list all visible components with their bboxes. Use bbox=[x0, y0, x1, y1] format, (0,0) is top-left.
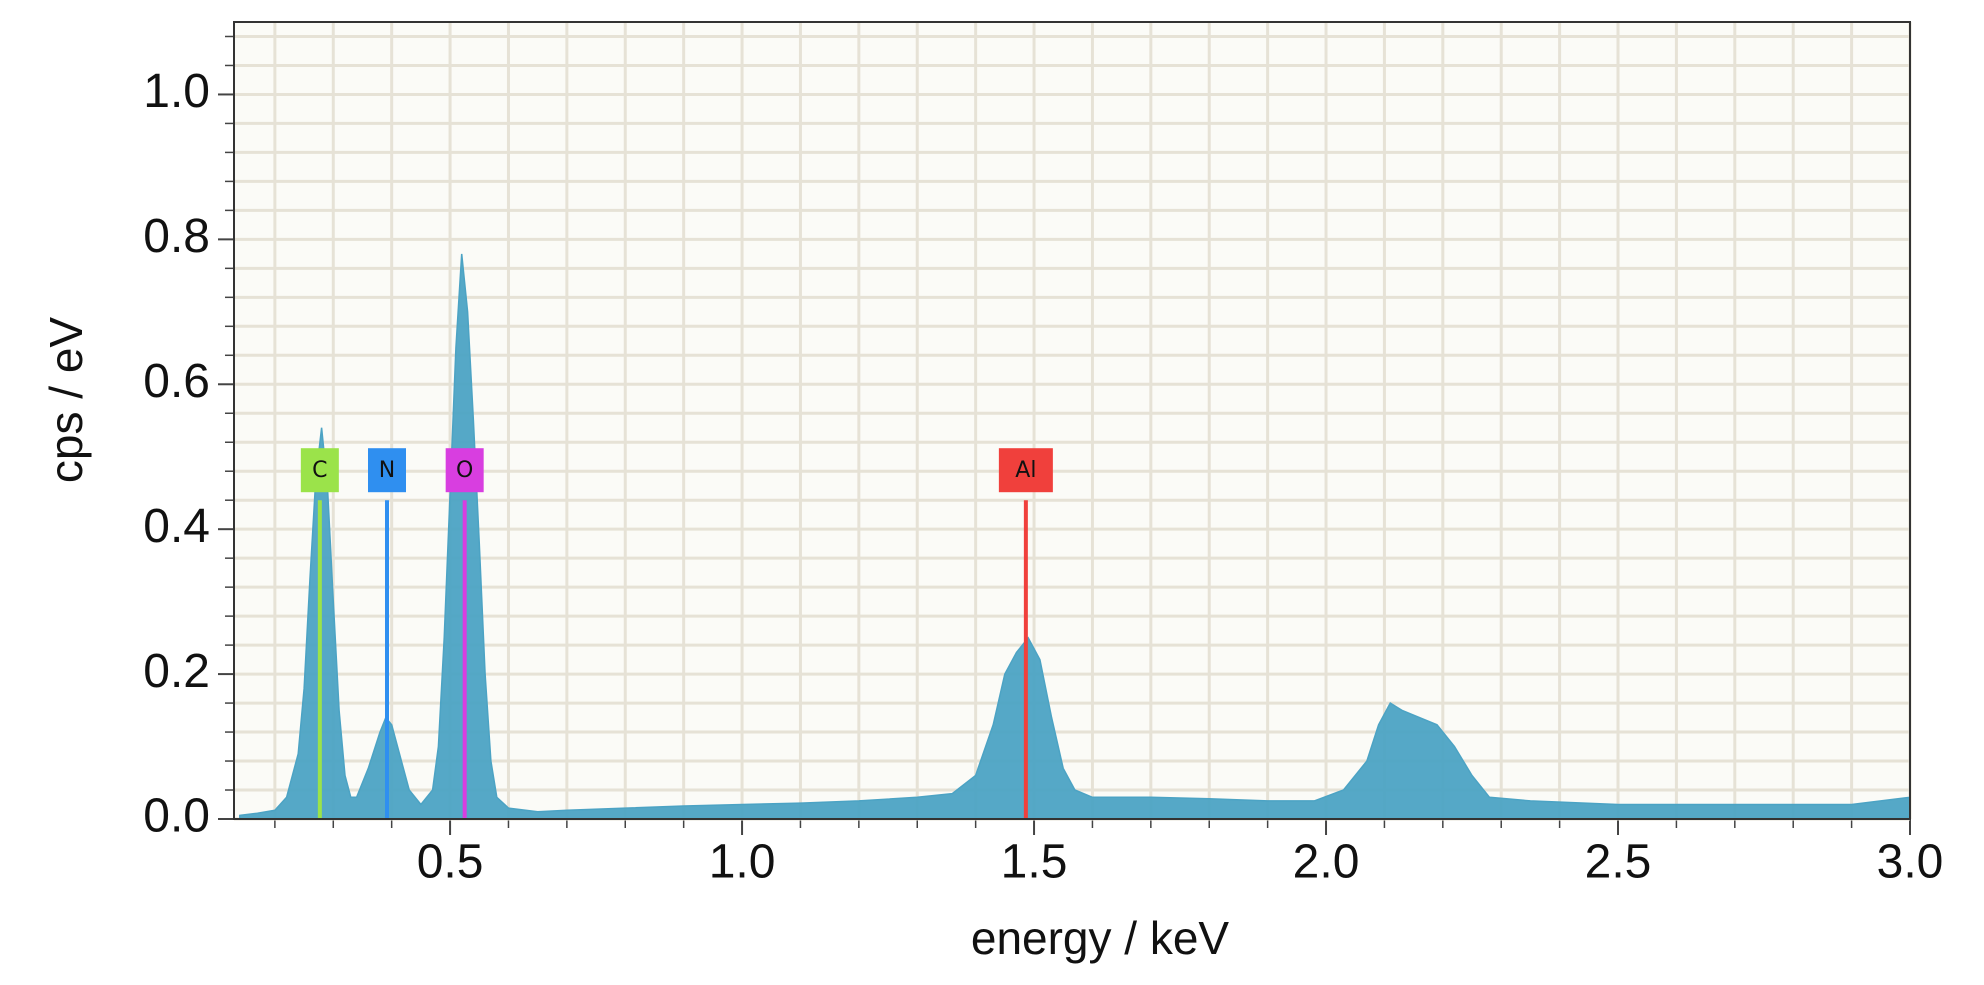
x-tick-label: 1.0 bbox=[709, 836, 776, 889]
element-label: O bbox=[456, 458, 473, 483]
x-tick-label: 1.5 bbox=[1001, 836, 1068, 889]
element-badge bbox=[445, 448, 484, 493]
y-tick-label: 0.2 bbox=[143, 645, 210, 698]
spectrum-area bbox=[239, 253, 1911, 820]
x-tick-label: 2.5 bbox=[1585, 836, 1652, 889]
y-tick-label: 0.4 bbox=[143, 500, 210, 553]
y-tick-label: 1.0 bbox=[143, 65, 210, 118]
y-tick-label: 0.8 bbox=[143, 210, 210, 263]
x-axis-label: energy / keV bbox=[971, 912, 1230, 964]
x-tick-label: 0.5 bbox=[417, 836, 484, 889]
element-label: N bbox=[379, 458, 395, 483]
y-axis-label: cps / eV bbox=[40, 317, 92, 484]
element-badge bbox=[368, 448, 407, 493]
x-tick-label: 3.0 bbox=[1877, 836, 1944, 889]
element-label: Al bbox=[1015, 458, 1036, 483]
element-label: C bbox=[312, 458, 327, 483]
x-tick-label: 2.0 bbox=[1293, 836, 1360, 889]
element-badge bbox=[300, 448, 339, 493]
y-tick-label: 0.0 bbox=[143, 790, 210, 843]
y-tick-label: 0.6 bbox=[143, 355, 210, 408]
element-badge bbox=[998, 448, 1053, 493]
plot-area bbox=[234, 22, 1910, 819]
plot-frame bbox=[233, 21, 1911, 820]
